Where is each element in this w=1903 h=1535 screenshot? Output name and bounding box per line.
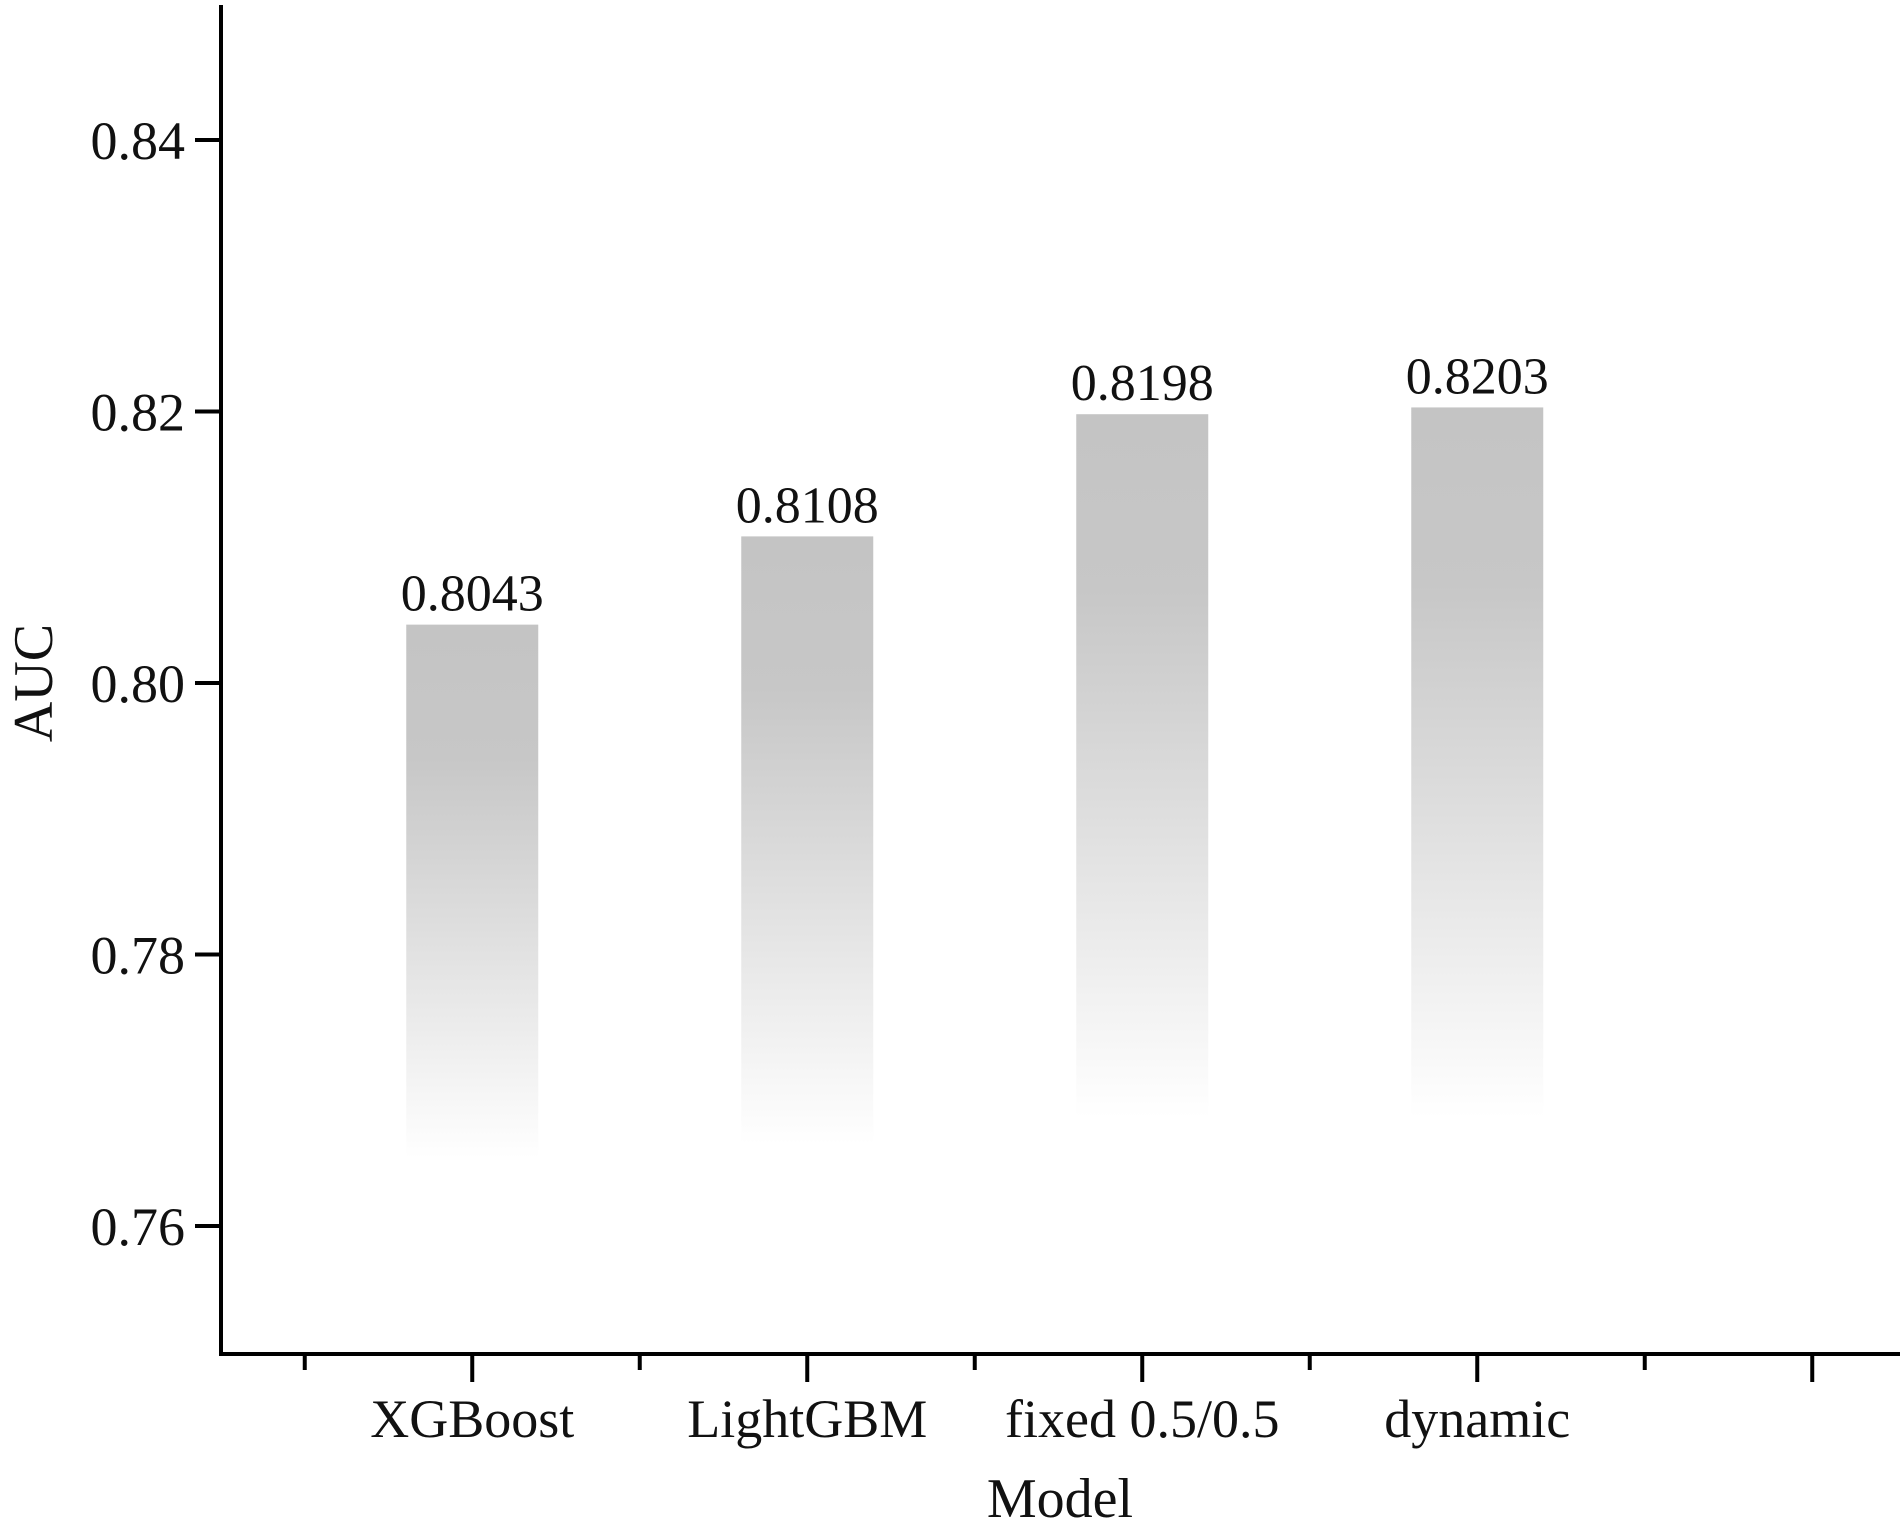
x-tick-label: XGBoost: [370, 1389, 574, 1449]
y-tick-label: 0.78: [91, 926, 186, 986]
y-tick-label: 0.80: [91, 654, 186, 714]
y-axis-ticks: 0.76 0.78 0.80 0.82 0.84: [91, 111, 221, 1257]
y-axis-title: AUC: [3, 624, 65, 742]
x-tick-label: dynamic: [1384, 1389, 1570, 1449]
bar-value-label: 0.8043: [401, 566, 544, 623]
bar-value-label: 0.8203: [1406, 348, 1549, 405]
x-tick-label: fixed 0.5/0.5: [1005, 1389, 1279, 1449]
bar-value-label: 0.8108: [736, 477, 879, 534]
bar-dynamic: [1411, 407, 1544, 1118]
bar-xgboost: [406, 624, 539, 1159]
y-tick-label: 0.82: [91, 383, 186, 443]
x-axis-title: Model: [987, 1468, 1133, 1530]
bars-group: [406, 407, 1544, 1159]
x-tick-label: LightGBM: [687, 1389, 927, 1449]
bar-lightgbm: [741, 536, 874, 1145]
bar-fixed-0-5-0-5: [1076, 414, 1209, 1118]
axes-group: [219, 5, 1900, 1356]
bar-value-label: 0.8198: [1071, 355, 1214, 412]
y-tick-label: 0.84: [91, 111, 186, 171]
y-tick-label: 0.76: [91, 1197, 186, 1257]
bar-value-labels: 0.8043 0.8108 0.8198 0.8203: [401, 348, 1549, 622]
x-axis-tick-labels: XGBoost LightGBM fixed 0.5/0.5 dynamic: [370, 1389, 1570, 1449]
x-axis-ticks: [302, 1354, 1815, 1382]
